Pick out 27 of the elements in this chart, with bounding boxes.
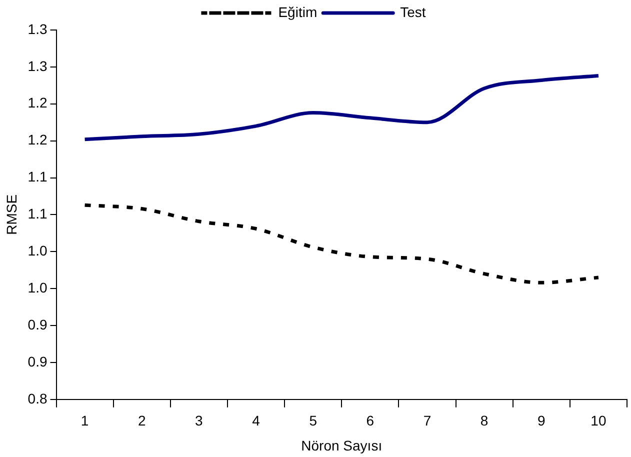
y-tick-label: 1.2	[28, 94, 48, 111]
y-tick-label: 0.9	[28, 353, 48, 370]
y-axis-title: RMSE	[3, 194, 20, 235]
legend-label: Test	[400, 4, 426, 20]
x-tick-label: 5	[309, 412, 318, 429]
x-tick-label: 3	[195, 412, 204, 429]
x-tick-label: 6	[366, 412, 374, 429]
legend-label: Eğitim	[278, 4, 318, 20]
x-tick-label: 4	[252, 412, 260, 429]
y-tick-label: 1.1	[28, 168, 48, 185]
y-tick-label: 1.0	[28, 279, 48, 296]
x-axis-title: Nöron Sayısı	[301, 437, 382, 454]
y-tick-label: 1.2	[28, 132, 48, 148]
x-tick-label: 2	[138, 412, 146, 429]
x-tick-label: 1	[80, 412, 89, 429]
x-tick-label: 7	[423, 412, 432, 429]
y-tick-label: 0.9	[28, 316, 48, 332]
line-series	[83, 74, 600, 142]
y-tick-label: 1.0	[28, 242, 48, 258]
y-tick-label: 0.8	[28, 390, 48, 406]
line-series	[83, 203, 600, 284]
y-tick-label: 1.1	[28, 206, 48, 222]
x-tick-label: 8	[480, 412, 488, 429]
y-tick-label: 1.3	[28, 58, 48, 74]
x-tick-label: 10	[590, 412, 606, 429]
y-tick-label: 1.3	[28, 20, 48, 37]
x-tick-label: 9	[537, 412, 546, 429]
